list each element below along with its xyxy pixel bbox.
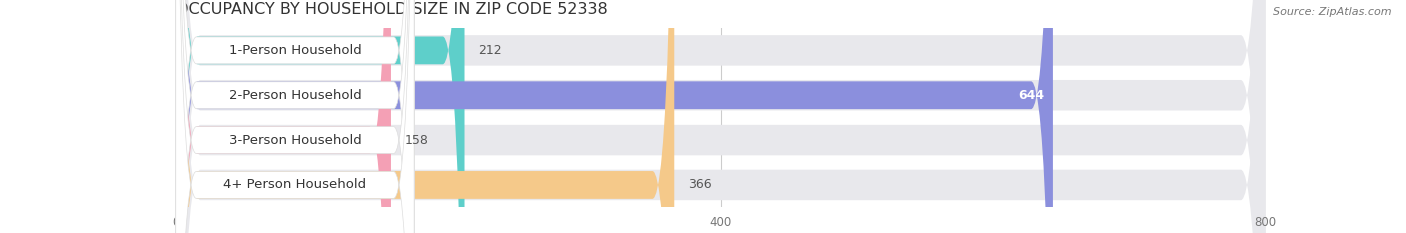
Text: OCCUPANCY BY HOUSEHOLD SIZE IN ZIP CODE 52338: OCCUPANCY BY HOUSEHOLD SIZE IN ZIP CODE … bbox=[176, 2, 607, 17]
Text: 2-Person Household: 2-Person Household bbox=[229, 89, 361, 102]
FancyBboxPatch shape bbox=[176, 0, 391, 233]
FancyBboxPatch shape bbox=[176, 0, 1265, 233]
Text: Source: ZipAtlas.com: Source: ZipAtlas.com bbox=[1274, 7, 1392, 17]
FancyBboxPatch shape bbox=[176, 0, 415, 233]
FancyBboxPatch shape bbox=[176, 0, 415, 233]
FancyBboxPatch shape bbox=[176, 0, 1265, 233]
Text: 366: 366 bbox=[688, 178, 711, 192]
Text: 212: 212 bbox=[478, 44, 502, 57]
Text: 644: 644 bbox=[1018, 89, 1045, 102]
FancyBboxPatch shape bbox=[176, 0, 415, 233]
FancyBboxPatch shape bbox=[176, 0, 675, 233]
Text: 1-Person Household: 1-Person Household bbox=[229, 44, 361, 57]
FancyBboxPatch shape bbox=[176, 0, 415, 233]
Text: 4+ Person Household: 4+ Person Household bbox=[224, 178, 367, 192]
FancyBboxPatch shape bbox=[176, 0, 1265, 233]
Text: 158: 158 bbox=[405, 134, 429, 147]
FancyBboxPatch shape bbox=[176, 0, 1265, 233]
FancyBboxPatch shape bbox=[176, 0, 1053, 233]
Text: 3-Person Household: 3-Person Household bbox=[229, 134, 361, 147]
FancyBboxPatch shape bbox=[176, 0, 464, 233]
